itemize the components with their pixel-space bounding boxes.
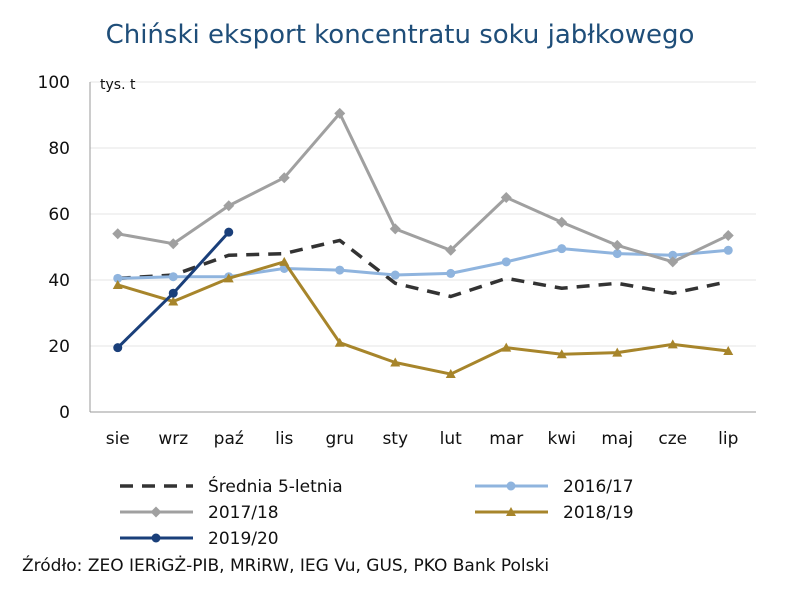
legend-marker [150,506,162,518]
data-point [223,273,234,283]
series-3 [112,256,734,379]
data-point [168,272,178,282]
legend: Średnia 5-letnia 2016/17 2017/18 2018/19 201… [120,475,634,549]
legend-label: Średnia 5-letnia [208,475,343,497]
data-point [556,349,567,359]
x-tick-label: paź [214,429,244,449]
series-0 [117,238,729,299]
data-point [279,256,290,266]
y-tick-label: 80 [48,139,70,159]
series-1 [113,244,733,283]
legend-item-2: 2017/18 [120,503,279,523]
chart-title: Chiński eksport koncentratu soku jabłkow… [105,20,695,50]
data-point [389,223,401,235]
series-line [117,247,729,280]
x-tick-label: lut [440,429,462,449]
series-lines [112,107,734,379]
x-tick-label: cze [658,429,687,449]
data-point [334,337,345,347]
data-point [668,250,678,260]
data-point [611,239,623,251]
x-tick-label: gru [325,429,354,449]
y-tick-label: 60 [48,205,70,225]
data-point [113,273,123,283]
legend-item-1: 2016/17 [475,477,634,497]
data-point [446,268,456,278]
series-line [117,111,729,264]
data-point [612,249,622,259]
legend-marker [506,507,516,516]
data-point [223,200,235,212]
data-point [445,369,456,379]
series-4 [113,227,234,353]
y-tick-label: 40 [48,271,70,291]
data-point [224,227,234,237]
axes: 0 20 40 60 80 100 tys. t sie wrz paź lis gru sty lut m… [38,73,756,449]
data-point [112,228,124,240]
data-point [612,347,623,357]
legend-marker [151,533,161,543]
data-point [722,229,734,241]
y-axis-label: tys. t [100,77,136,93]
source-note: Źródło: ZEO IERiGŻ-PIB, MRiRW, IEG Vu, G… [22,556,550,576]
data-point [557,244,567,254]
data-point [390,270,400,280]
legend-label: 2017/18 [208,503,279,523]
legend-label: 2016/17 [563,477,634,497]
grid-lines [90,81,756,347]
series-line [117,238,729,299]
data-point [667,256,679,268]
data-point [723,245,733,255]
legend-label: 2018/19 [563,503,634,523]
legend-label: 2019/20 [208,529,279,549]
legend-marker [506,481,516,491]
x-tick-label: mar [489,429,523,449]
data-point [113,343,123,353]
data-point [667,339,678,349]
legend-item-0: Średnia 5-letnia [120,475,343,497]
data-point [556,216,568,228]
data-point [501,342,512,352]
data-point [168,288,178,298]
data-point [278,172,290,184]
data-point [167,238,179,250]
series-2 [112,107,734,268]
y-tick-label: 100 [38,73,70,93]
x-tick-label: lis [275,429,293,449]
data-point [390,357,401,367]
legend-item-4: 2019/20 [120,529,279,549]
data-point [112,279,123,289]
x-tick-label: sty [382,429,408,449]
data-point [501,257,511,267]
y-tick-label: 0 [59,403,70,423]
x-tick-label: lip [718,429,738,449]
data-point [723,345,734,355]
series-line [117,260,729,376]
x-tick-label: maj [601,429,633,449]
data-point [168,296,179,306]
data-point [334,107,346,119]
data-point [335,265,345,275]
legend-item-3: 2018/19 [475,503,634,523]
data-point [500,192,512,203]
x-tick-label: wrz [158,429,188,449]
y-tick-label: 20 [48,337,70,357]
x-tick-label: sie [106,429,130,449]
x-tick-label: kwi [548,429,576,449]
data-point [445,244,457,256]
